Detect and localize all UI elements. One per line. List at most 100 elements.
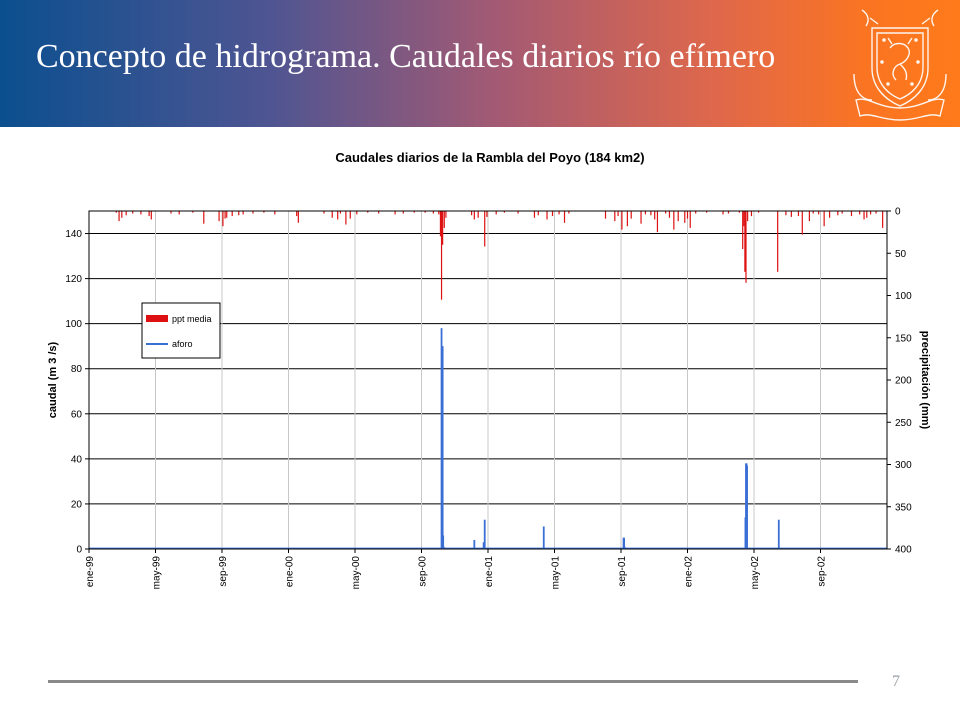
x-axis-ticks: ene-99 may-99 sep-99 ene-00 may-00 sep-00 ene-… (85, 549, 828, 589)
page-number: 7 (892, 673, 900, 690)
precip-bar (568, 211, 570, 214)
y-axis-label: caudal (m 3 /s) (47, 341, 59, 418)
flow-bar (441, 346, 444, 549)
precip-bar (706, 211, 708, 213)
flow-bar (442, 546, 445, 549)
flow-bar (623, 537, 625, 549)
precip-bar (473, 211, 475, 220)
flow-bar (473, 539, 476, 549)
y2-tick-label: 250 (895, 418, 912, 429)
precip-bar (118, 211, 120, 222)
precip-bar (484, 211, 486, 247)
precip-bar (150, 211, 152, 220)
precip-bar (686, 211, 689, 219)
precip-bar (841, 211, 843, 214)
flow-bar (777, 519, 780, 549)
precip-bar (471, 211, 473, 216)
y-tick-label: 40 (71, 454, 83, 465)
x-tick-label: sep-00 (418, 556, 429, 587)
slide-title: Concepto de hidrograma. Caudales diarios… (36, 38, 776, 75)
precip-bar (442, 211, 444, 245)
y-tick-label: 0 (76, 545, 82, 556)
flow-bar (746, 465, 748, 549)
precip-bar (882, 211, 884, 228)
precip-bar (654, 211, 656, 220)
precip-bar (356, 211, 358, 215)
y-tick-label: 60 (71, 409, 83, 420)
precip-bar (140, 211, 142, 215)
y-tick-label: 120 (65, 274, 82, 285)
hydrograph-chart: Caudales diarios de la Rambla del Poyo (… (47, 150, 931, 589)
precip-bar (689, 211, 691, 228)
precip-bar (808, 211, 810, 222)
precip-bar (192, 211, 194, 213)
precip-bar (263, 211, 265, 213)
precip-bar (722, 211, 724, 215)
precip-bar (863, 211, 865, 220)
right-axis-ticks: 0 50 100 150 200 250 300 350 400 (887, 207, 912, 556)
precip-bar (684, 211, 686, 223)
x-tick-label: sep-02 (817, 556, 828, 587)
precip-bar (121, 211, 123, 218)
precip-bar (630, 211, 632, 219)
precip-bar (785, 211, 787, 216)
precip-bar (837, 211, 839, 216)
y-tick-label: 100 (65, 319, 82, 330)
precip-bar (747, 211, 749, 222)
precip-bar (604, 211, 607, 219)
precip-bar (563, 211, 566, 223)
precip-bar (222, 211, 224, 227)
precip-bar (367, 211, 369, 213)
legend: ppt media aforo (141, 302, 221, 359)
precip-bar (745, 211, 747, 283)
precip-bar (829, 211, 831, 218)
precip-bar (337, 211, 339, 220)
precip-bar (801, 211, 803, 235)
grid-lines (89, 211, 887, 549)
legend-label-flow: aforo (172, 339, 193, 349)
precip-bar (640, 211, 642, 224)
precip-bar (626, 211, 628, 227)
precip-bar (866, 211, 868, 218)
precip-bar (203, 211, 205, 224)
left-axis-ticks: 0 20 40 60 80 100 120 140 (65, 229, 89, 556)
x-tick-label: sep-99 (218, 556, 229, 587)
y2-tick-label: 50 (895, 249, 907, 260)
legend-swatch-precip (146, 315, 168, 322)
precip-bar (650, 211, 652, 216)
precip-bar (218, 211, 220, 222)
y2-tick-label: 100 (895, 291, 912, 302)
precip-bar (677, 211, 679, 222)
precip-bar (132, 211, 134, 214)
precip-bar (870, 211, 872, 215)
precip-bar (349, 211, 351, 219)
precipitation-series (115, 211, 884, 300)
x-tick-label: may-00 (351, 556, 362, 590)
precip-bar (296, 211, 298, 217)
x-tick-label: may-01 (551, 556, 562, 590)
x-tick-label: sep-01 (617, 556, 628, 587)
x-tick-label: ene-02 (684, 556, 695, 588)
precip-bar (875, 211, 877, 214)
y2-tick-label: 200 (895, 376, 912, 387)
flow-bar (482, 542, 485, 549)
precip-bar (744, 211, 746, 272)
flow-bar (442, 535, 445, 549)
precip-bar (443, 211, 445, 228)
legend-box (141, 302, 221, 359)
precip-bar (477, 211, 479, 218)
y2-tick-label: 400 (895, 545, 912, 556)
precip-bar (757, 211, 760, 213)
precip-bar (148, 211, 150, 217)
precip-bar (238, 211, 240, 216)
precip-bar (644, 211, 647, 215)
precip-bar (812, 211, 814, 214)
x-tick-label: may-99 (152, 556, 163, 590)
precip-bar (668, 211, 671, 218)
precip-bar (231, 211, 233, 217)
footer-divider (48, 680, 858, 683)
y-tick-label: 20 (71, 499, 83, 510)
y2-axis-label: precipitación (mm) (919, 331, 931, 430)
precip-bar (850, 211, 853, 217)
precip-bar (656, 211, 659, 233)
